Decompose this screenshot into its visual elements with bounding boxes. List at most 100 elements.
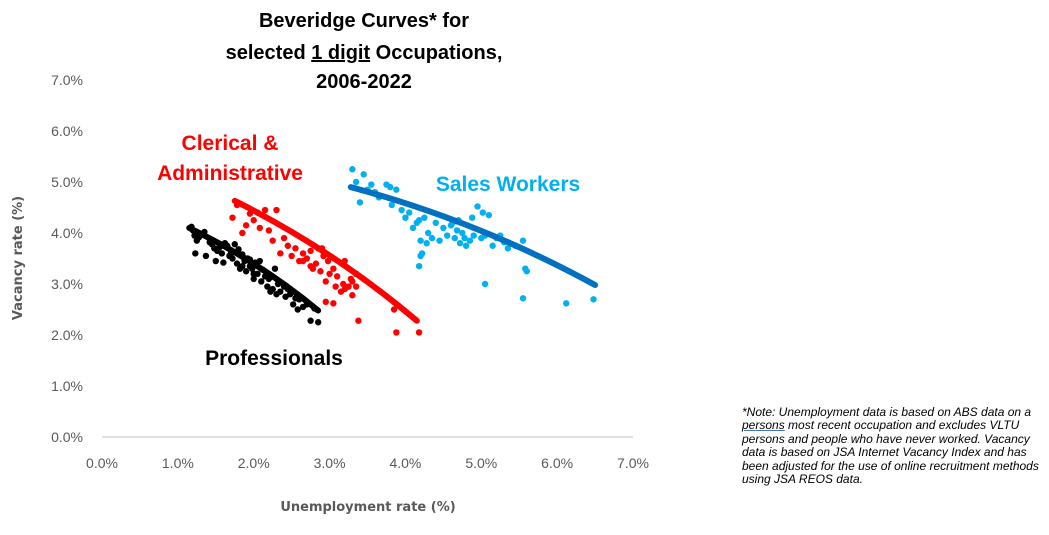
data-point xyxy=(322,278,329,285)
data-point xyxy=(352,178,360,186)
data-point xyxy=(453,227,461,234)
trend-line xyxy=(231,197,420,324)
data-point xyxy=(261,206,269,214)
data-point xyxy=(349,166,356,173)
data-point xyxy=(563,300,570,307)
data-point xyxy=(417,237,424,244)
y-tick-label: 0.0% xyxy=(51,429,83,445)
data-point xyxy=(519,295,527,302)
data-point xyxy=(192,250,199,257)
data-point xyxy=(415,329,423,336)
data-point xyxy=(265,227,273,234)
data-point xyxy=(474,203,481,210)
label-professionals: Professionals xyxy=(205,347,343,370)
data-point xyxy=(312,260,320,267)
data-point xyxy=(332,283,339,290)
data-point xyxy=(292,245,299,252)
x-tick-label: 2.0% xyxy=(238,455,270,471)
data-point xyxy=(415,217,423,224)
data-point xyxy=(299,257,307,265)
data-point xyxy=(269,285,276,293)
data-point xyxy=(390,306,398,313)
data-point xyxy=(462,242,470,249)
data-point xyxy=(451,234,458,242)
label-clerical-line-2: Administrative xyxy=(157,162,303,185)
data-point xyxy=(393,186,400,193)
data-point xyxy=(218,250,226,257)
data-point xyxy=(233,260,241,267)
data-point xyxy=(317,268,324,275)
data-point xyxy=(264,283,271,290)
data-point xyxy=(423,240,430,247)
data-point xyxy=(322,298,329,306)
data-point xyxy=(256,224,263,232)
data-point xyxy=(242,268,250,275)
footnote: *Note: Unemployment data is based on ABS… xyxy=(742,405,1042,486)
data-point xyxy=(277,288,284,295)
trend-line xyxy=(186,224,322,314)
data-point xyxy=(489,242,496,249)
data-point xyxy=(349,292,356,299)
x-tick-label: 7.0% xyxy=(617,455,649,471)
data-point xyxy=(340,280,347,288)
data-point xyxy=(360,171,367,178)
data-point xyxy=(212,257,219,265)
data-point xyxy=(284,242,292,249)
data-point xyxy=(398,206,405,214)
data-point xyxy=(333,273,341,280)
data-point xyxy=(393,329,400,336)
data-point xyxy=(239,229,246,237)
data-point xyxy=(466,237,474,244)
data-point xyxy=(355,317,362,324)
data-point xyxy=(307,247,314,255)
data-point xyxy=(288,252,295,260)
series-1 xyxy=(229,197,423,336)
data-point xyxy=(330,300,337,307)
footnote-part-1: *Note: Unemployment data is based on ABS… xyxy=(742,405,1032,419)
data-point xyxy=(326,270,333,277)
data-point xyxy=(330,265,337,272)
data-point xyxy=(229,255,236,262)
data-point xyxy=(239,262,246,270)
data-point xyxy=(220,259,227,266)
x-tick-label: 0.0% xyxy=(86,455,118,471)
data-point xyxy=(409,224,417,232)
footnote-underlined: persons xyxy=(742,418,785,433)
data-point xyxy=(417,252,424,260)
y-tick-label: 4.0% xyxy=(51,225,83,241)
x-axis-ticks: 0.0% 1.0% 2.0% 3.0% 4.0% 5.0% 6.0% 7.0% xyxy=(86,455,649,471)
data-point xyxy=(428,234,436,242)
data-point xyxy=(485,211,493,219)
data-point xyxy=(280,234,288,242)
data-point xyxy=(289,301,297,308)
label-sales-workers: Sales Workers xyxy=(436,173,580,196)
data-point xyxy=(459,229,466,237)
x-tick-label: 3.0% xyxy=(314,455,346,471)
data-point xyxy=(356,199,364,206)
data-point xyxy=(202,252,210,260)
data-point xyxy=(349,278,356,285)
data-point xyxy=(307,262,314,270)
data-point xyxy=(256,257,263,265)
series-layer xyxy=(186,166,599,336)
y-tick-label: 7.0% xyxy=(51,72,83,88)
data-point xyxy=(402,214,409,221)
title-part-b: 1 digit xyxy=(311,42,370,64)
x-tick-label: 4.0% xyxy=(389,455,421,471)
data-point xyxy=(229,214,236,221)
data-point xyxy=(461,234,468,242)
data-point xyxy=(421,214,428,221)
data-point xyxy=(504,245,512,252)
data-point xyxy=(368,181,375,188)
data-point xyxy=(590,296,597,303)
data-point xyxy=(341,285,348,293)
data-point xyxy=(443,232,451,239)
data-point xyxy=(250,217,257,224)
y-tick-label: 6.0% xyxy=(51,123,83,139)
y-axis-title: Vacancy rate (%) xyxy=(11,196,26,320)
series-2 xyxy=(347,166,599,307)
x-tick-label: 1.0% xyxy=(162,455,194,471)
data-point xyxy=(481,280,489,288)
data-point xyxy=(269,237,276,244)
